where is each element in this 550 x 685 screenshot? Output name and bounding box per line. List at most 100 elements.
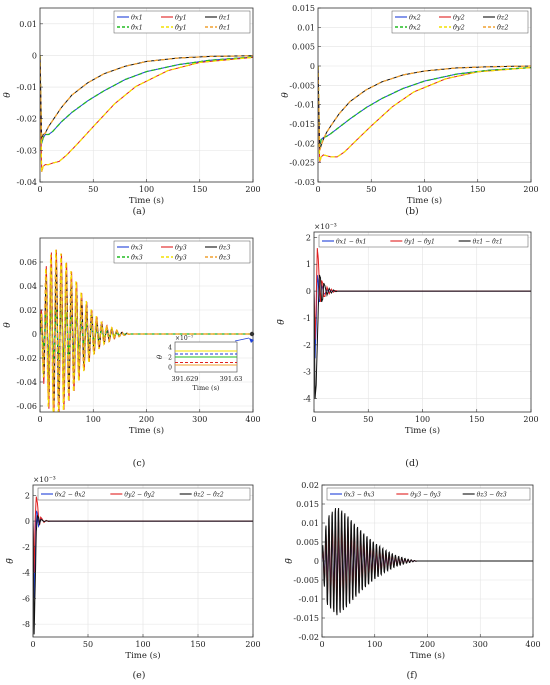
x-tick-label: 150 [190,640,205,649]
legend: θx1 θy1 θz1 θ̂x1 θ̂y1 θ̂z1 [113,10,251,34]
y-tick-label: -0.04 [16,178,37,187]
series-line-5 [40,249,253,412]
legend-entry: θz2 [497,14,508,22]
series-line-4 [40,55,253,144]
legend-entry: θy2 − θ̂y2 [124,492,155,499]
series-group [40,249,253,412]
legend-entry: θy3 − θ̂y3 [410,492,441,499]
x-axis-label: Time (s) [405,425,440,436]
y-exponent-label: ×10⁻³ [33,475,56,484]
x-tick-label: 150 [470,185,485,194]
y-tick-label: 0.02 [19,306,37,315]
y-tick-label: -4 [22,569,30,578]
x-tick-label: 200 [523,415,538,424]
inset-y-tick-label: 2 [168,355,172,362]
legend-entry: θ̂x1 [131,23,143,32]
y-tick-label: -2 [22,543,30,552]
y-tick-label: -0.025 [289,159,315,168]
y-tick-label: 0 [310,62,315,71]
y-tick-label: 0.015 [292,4,315,13]
legend-entry: θy1 [175,14,187,22]
x-tick-label: 100 [415,415,430,424]
zoom-point-marker [249,331,255,337]
y-tick-label: -0.02 [16,115,37,124]
x-tick-label: 0 [37,415,42,424]
x-tick-label: 150 [469,415,484,424]
zoom-arrow-head [249,338,254,343]
x-tick-label: 50 [88,185,98,194]
legend-entry: θx3 [131,244,143,252]
panel-caption: (d) [405,458,419,469]
x-tick-label: 200 [420,640,435,649]
y-tick-label: -0.01 [16,83,37,92]
y-tick-label: 0.015 [296,500,319,509]
y-tick-label: 0.04 [19,282,37,291]
y-tick-label: -0.01 [294,101,315,110]
y-tick-label: -0.03 [16,146,37,155]
chart-panel-3: 0 100 200 300 400 -0.06 -0.04 -0.02 0 0.02 0.04 0.0… [3,237,261,469]
legend-entry: θx1 − θ̂x1 [336,239,366,246]
x-axis-label: Time (s) [129,195,164,206]
y-tick-label: -0.02 [298,633,319,642]
series-line-6 [40,261,253,409]
y-tick-label: 0.01 [297,23,315,32]
inset-x-tick-label: 391.629 [172,375,199,383]
y-tick-label: 0.01 [19,20,37,29]
chart-panel-4: 0 50 100 150 200 -4 -3 -2 -1 0 1 2×10⁻³ Time (s) θ̃ (d… [276,222,539,469]
x-tick-label: 200 [245,185,260,194]
y-tick-label: -0.005 [289,81,315,90]
y-tick-label: -6 [22,594,30,603]
legend: θx3 θy3 θz3 θ̂x3 θ̂y3 θ̂z3 [113,240,251,264]
y-axis-label: θ [281,92,291,98]
x-tick-label: 50 [363,415,373,424]
legend-entry: θ̂x3 [131,253,143,262]
y-axis-label: θ̃ [284,558,295,564]
panel-caption: (c) [133,458,146,469]
y-tick-label: -0.04 [16,378,37,387]
panel-caption: (b) [405,206,419,217]
series-line-4 [318,65,531,147]
y-tick-label: -0.02 [294,139,315,148]
y-tick-label: -0.03 [294,178,315,187]
series-line-5 [40,55,253,172]
series-line-3 [322,507,533,616]
x-axis-label: Time (s) [410,650,445,661]
series-line-5 [318,65,531,163]
y-tick-label: 2 [306,233,311,242]
x-tick-label: 400 [245,415,260,424]
series-group [322,507,533,616]
legend-box [37,487,251,501]
legend-box [326,487,531,501]
x-tick-label: 300 [473,640,488,649]
y-tick-label: -3 [303,368,311,377]
legend: θx1 − θ̂x1 θy1 − θ̂y1 θz1 − θ̂z1 [318,234,529,248]
legend-entry: θ̂z2 [497,23,508,32]
legend-entry: θx3 − θ̂x3 [344,492,375,499]
y-tick-label: 0.02 [301,481,319,490]
series-line-6 [318,65,531,151]
legend: θx2 − θ̂x2 θy2 − θ̂y2 θz2 − θ̂z2 [37,487,251,501]
chart-panel-1: 0 50 100 150 200 -0.04 -0.03 -0.02 -0.01 0 0.01 Tim… [3,7,261,217]
x-tick-label: 200 [139,415,154,424]
x-tick-label: 100 [417,185,432,194]
inset-y-axis-label: θ [156,354,164,359]
x-tick-label: 0 [311,415,316,424]
legend-entry: θx1 [131,14,143,22]
legend-box [318,234,529,248]
chart-panel-2: 0 50 100 150 200 -0.03 -0.025 -0.02 -0.015 -0.01 -… [281,4,539,217]
y-tick-label: -0.005 [293,576,319,585]
y-tick-label: -0.02 [16,354,37,363]
x-tick-label: 200 [523,185,538,194]
x-tick-label: 50 [366,185,376,194]
inset-y-tick-label: 0 [168,365,172,372]
legend-entry: θx2 [409,14,421,22]
legend: θx3 − θ̂x3 θy3 − θ̂y3 θz3 − θ̂z3 [326,487,531,501]
y-tick-label: 0 [32,330,37,339]
legend-entry: θz1 − θ̂z1 [473,239,503,246]
panel-caption: (f) [407,670,418,681]
legend-entry: θz1 [219,14,230,22]
series-line-3 [314,274,531,399]
chart-panel-6: 0 100 200 300 400 -0.02 -0.015 -0.01 -0.005 0 0.00… [284,481,541,681]
x-tick-label: 150 [192,185,207,194]
